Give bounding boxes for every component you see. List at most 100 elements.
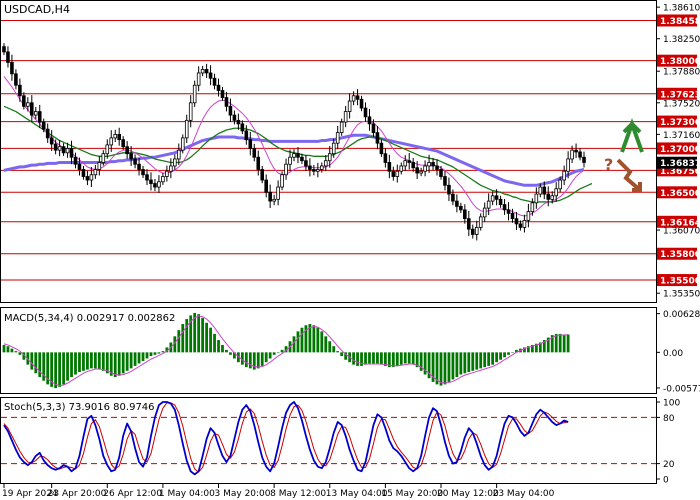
macd-bar <box>467 352 471 373</box>
candle-body <box>347 100 352 112</box>
time-tick-label: 15 May 20:00 <box>381 489 443 499</box>
candle-body <box>137 163 141 170</box>
macd-bar <box>439 352 443 386</box>
candle-body <box>184 119 189 139</box>
macd-bar <box>415 352 419 368</box>
candle-body <box>359 98 364 109</box>
macd-bar <box>336 351 340 353</box>
level-label-bg <box>657 142 697 155</box>
macd-bar <box>82 352 85 371</box>
candle-body <box>312 169 316 172</box>
macd-bar <box>479 352 483 369</box>
candle-body <box>85 176 90 181</box>
macd-bar <box>217 340 220 353</box>
candle-body <box>498 198 503 205</box>
stoch-tick-label: 80 <box>663 414 675 424</box>
macd-bar <box>221 344 224 353</box>
macd-bar <box>137 352 141 364</box>
macd-bar <box>86 352 89 370</box>
candle-body <box>252 148 257 158</box>
candle-body <box>49 137 54 145</box>
price-tick-label: 1.36070 <box>663 227 700 237</box>
macd-bar <box>189 315 193 353</box>
macd-bar <box>407 352 411 364</box>
macd-bar <box>511 352 514 353</box>
macd-bar <box>209 327 212 353</box>
candle-body <box>161 176 165 183</box>
candle-body <box>566 158 570 172</box>
macd-bar <box>328 341 332 353</box>
candle-body <box>447 184 451 195</box>
candle-body <box>470 228 475 235</box>
macd-bar <box>50 352 54 387</box>
candle-body <box>61 146 66 154</box>
candle-body <box>157 181 161 188</box>
price-tick-label: 1.35350 <box>663 290 700 300</box>
candle-body <box>53 143 58 151</box>
current-price-bg <box>657 156 697 169</box>
macd-bar <box>109 352 113 376</box>
macd-bar <box>360 352 363 366</box>
candle-body <box>45 128 50 139</box>
candle-body <box>331 142 336 155</box>
macd-pane-border <box>0 307 657 394</box>
level-label: 1.36500 <box>660 189 700 199</box>
candle-body <box>165 170 169 177</box>
level-label-bg <box>657 54 697 67</box>
candles <box>2 43 586 241</box>
macd-bar <box>117 352 121 376</box>
time-tick-label: 8 May 12:00 <box>270 489 326 499</box>
macd-bar <box>487 352 491 366</box>
macd-bar <box>248 352 252 369</box>
macd-bar <box>129 352 133 369</box>
macd-bar <box>380 352 383 365</box>
candle-body <box>228 105 233 116</box>
macd-bar <box>300 327 304 353</box>
level-label: 1.37306 <box>660 118 700 128</box>
macd-bar <box>435 352 439 385</box>
level-label-bg <box>657 215 697 228</box>
level-label-bg <box>657 14 697 27</box>
candle-body <box>105 144 110 155</box>
macd-bar <box>308 324 312 353</box>
candle-body <box>510 212 515 220</box>
candle-body <box>93 169 98 176</box>
macd-signal <box>3 315 569 387</box>
macd-bar <box>101 352 105 371</box>
macd-bar <box>193 312 197 353</box>
candle-body <box>463 209 467 220</box>
arrow-down-icon <box>616 158 642 192</box>
candle-body <box>41 121 46 130</box>
candle-body <box>474 227 479 235</box>
candle-body <box>65 148 70 154</box>
macd-bar <box>121 352 125 374</box>
macd-bar <box>153 352 157 355</box>
candle-body <box>220 90 225 98</box>
candle-body <box>73 156 78 165</box>
candle-body <box>395 170 400 177</box>
stoch-pane-border <box>0 397 657 484</box>
macd-bar <box>284 346 288 353</box>
macd-bar <box>431 352 435 382</box>
macd-bar <box>352 352 355 365</box>
candle-body <box>256 156 261 170</box>
macd-bar <box>523 347 526 353</box>
candle-body <box>363 107 368 118</box>
candle-body <box>296 153 300 158</box>
candle-body <box>236 119 241 125</box>
arrow-down-head-icon <box>632 182 642 192</box>
candle-body <box>546 193 551 200</box>
level-label: 1.38458 <box>660 17 700 27</box>
candle-body <box>343 111 348 123</box>
arrow-up-head-icon <box>622 121 642 134</box>
candle-body <box>280 174 284 188</box>
candle-body <box>538 186 543 195</box>
macd-bar <box>515 349 518 353</box>
macd-bar <box>443 352 447 385</box>
macd-bar <box>503 352 506 358</box>
candle-body <box>514 218 519 225</box>
macd-bar <box>133 352 137 366</box>
candle-body <box>415 167 419 174</box>
macd-bar <box>264 352 268 363</box>
